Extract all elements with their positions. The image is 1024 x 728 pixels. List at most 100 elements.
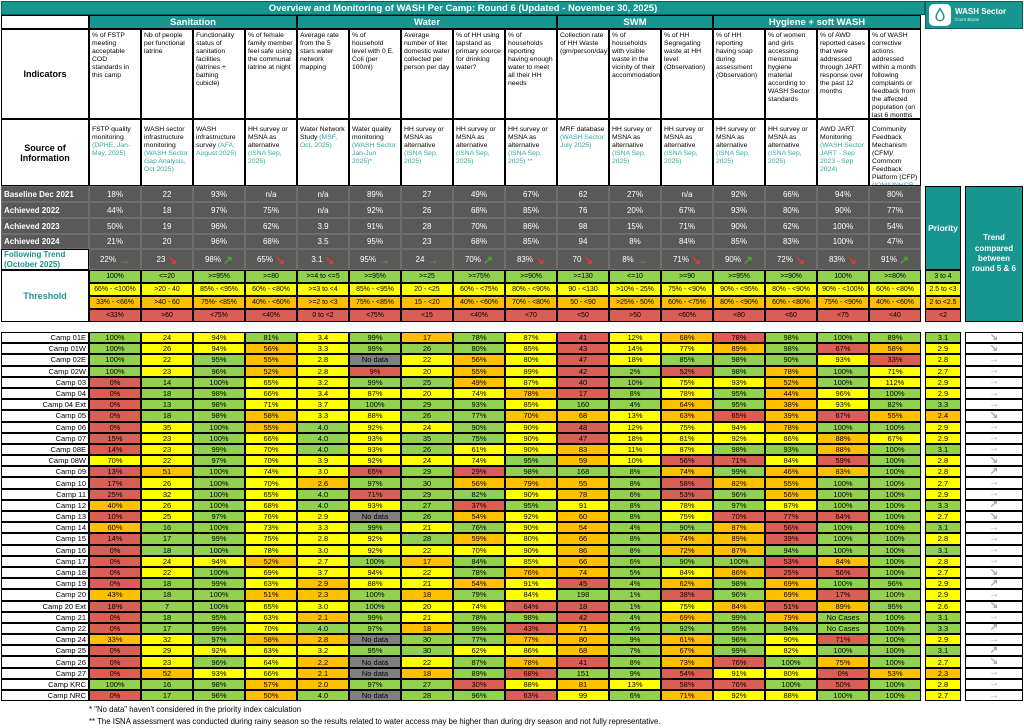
threshold-cell: >=25 <box>401 270 453 283</box>
priority-value-cell: 2.7 <box>925 477 961 489</box>
camp-data-cell: 97% <box>349 622 401 635</box>
threshold-cell: 80% - <90% <box>765 283 817 296</box>
camp-data-cell: 0% <box>89 544 141 556</box>
camp-data-cell: 96% <box>193 656 245 668</box>
camp-data-cell: 100% <box>817 488 869 500</box>
camp-data-cell: 57% <box>245 678 297 690</box>
camp-data-cell: 100% <box>869 678 921 690</box>
camp-data-cell: 71% <box>349 488 401 500</box>
threshold-cell: >=3 to <4 <box>297 283 349 296</box>
camp-data-cell: 47 <box>557 432 609 444</box>
camp-data-cell: 22 <box>141 354 193 366</box>
camp-data-cell: 63% <box>661 410 713 422</box>
camp-data-cell: 20 <box>401 600 453 612</box>
source-text: AWD JART Monitoring <box>820 126 855 142</box>
camp-data-cell: 98% <box>713 443 765 456</box>
threshold-cell: >60 <box>141 309 193 322</box>
camp-name-cell: Camp 02E <box>1 354 89 366</box>
history-cell: 18% <box>89 186 141 202</box>
priority-value-cell: 2.9 <box>925 589 961 601</box>
camp-data-cell: 95% <box>505 455 557 467</box>
camp-data-cell: 95% <box>713 622 765 635</box>
indicator-header: % of WASH corrective actions addressed w… <box>869 29 921 119</box>
camp-data-cell: 18 <box>141 387 193 400</box>
camp-data-cell: 0% <box>817 667 869 679</box>
camp-data-cell: 2.1 <box>297 667 349 679</box>
history-cell: 62% <box>245 218 297 234</box>
camp-data-cell: 84% <box>817 555 869 567</box>
threshold-cell: 80% - <90% <box>505 283 557 296</box>
camp-data-cell: 0% <box>89 566 141 579</box>
camp-data-cell: 0% <box>89 555 141 567</box>
priority-value-cell: 3.1 <box>925 332 961 344</box>
camp-data-cell: 94% <box>765 544 817 556</box>
camp-trend-down-arrow-icon: ↘ <box>965 332 1023 344</box>
indicator-header: % of HH reporting having soap during ass… <box>713 29 765 119</box>
threshold-cell: 15 - <20 <box>401 296 453 309</box>
trend-right-arrow-icon: → <box>118 252 130 267</box>
trend-value: 70% <box>464 255 481 264</box>
camp-data-cell: 89% <box>869 332 921 344</box>
priority-value-cell: 2.9 <box>925 432 961 444</box>
trend-down-arrow-icon: ↘ <box>534 252 546 267</box>
threshold-cell: 75%- <85% <box>193 296 245 309</box>
camp-data-cell: 54% <box>453 578 505 590</box>
camp-data-cell: 1% <box>609 589 661 601</box>
threshold-cell: >=95% <box>349 270 401 283</box>
camp-name-cell: Camp 08E <box>1 443 89 456</box>
trend-down-arrow-icon: ↘ <box>794 252 806 267</box>
camp-data-cell: 71% <box>661 690 713 702</box>
history-cell: 96% <box>193 218 245 234</box>
camp-trend-down-arrow-icon: ↘ <box>965 410 1023 422</box>
camp-data-cell: 100% <box>89 678 141 690</box>
camp-data-cell: 50% <box>245 690 297 702</box>
priority-value-cell: 2.9 <box>925 634 961 646</box>
camp-data-cell: 9% <box>609 667 661 679</box>
camp-data-cell: 90% <box>765 634 817 646</box>
camp-data-cell: 67% <box>869 432 921 444</box>
camp-data-cell: 3.2 <box>297 376 349 388</box>
camp-data-cell: 39% <box>765 533 817 545</box>
indicator-header: % of households with visible waste in th… <box>609 29 661 119</box>
history-cell: 21% <box>89 234 141 249</box>
camp-data-cell: 18 <box>141 410 193 422</box>
camp-data-cell: 76% <box>453 522 505 534</box>
source-citation: (ISNA Sep, 2025) <box>248 150 282 166</box>
camp-data-cell: 54% <box>661 667 713 679</box>
camp-name-cell: Camp 04 <box>1 387 89 400</box>
following-trend-cell: 23 ↘ <box>141 249 193 270</box>
camp-data-cell: 97% <box>193 634 245 646</box>
history-cell: 67% <box>505 186 557 202</box>
camp-data-cell: 93% <box>349 432 401 444</box>
threshold-cell: 85% - <95% <box>349 283 401 296</box>
camp-data-cell: 89% <box>505 365 557 377</box>
camp-data-cell: 26 <box>141 343 193 355</box>
camp-trend-right-arrow-icon: → <box>965 387 1023 400</box>
camp-data-cell: 100% <box>869 511 921 523</box>
source-cell: Community Feedback Mechanism (CFM)/ Comm… <box>869 119 921 186</box>
camp-data-cell: 74% <box>661 533 713 545</box>
indicator-header: % of female family member feel safe usin… <box>245 29 297 119</box>
camp-data-cell: 100% <box>817 477 869 489</box>
trend-down-arrow-icon: ↘ <box>324 252 335 267</box>
camp-name-cell: Camp KRC <box>1 678 89 690</box>
camp-data-cell: 100% <box>817 365 869 377</box>
camp-data-cell: 78% <box>661 499 713 511</box>
camp-data-cell: 100% <box>765 678 817 690</box>
camp-data-cell: 44% <box>765 387 817 400</box>
camp-data-cell: 98% <box>193 399 245 411</box>
camp-data-cell: 66% <box>245 432 297 444</box>
camp-data-cell: 91% <box>713 667 765 679</box>
history-cell: 19 <box>141 218 193 234</box>
camp-data-cell: 92% <box>349 455 401 467</box>
camp-data-cell: 66 <box>557 555 609 567</box>
camp-trend-up-arrow-icon: ↗ <box>965 466 1023 478</box>
camp-data-cell: 89% <box>453 667 505 679</box>
water-drop-icon <box>929 4 951 26</box>
camp-data-cell: 100% <box>193 600 245 612</box>
camp-data-cell: 33% <box>869 354 921 366</box>
camp-data-cell: 99 <box>557 690 609 702</box>
camp-name-cell: Camp 26 <box>1 656 89 668</box>
camp-data-cell: 59 <box>557 455 609 467</box>
threshold-cell: 85% - <95% <box>193 283 245 296</box>
